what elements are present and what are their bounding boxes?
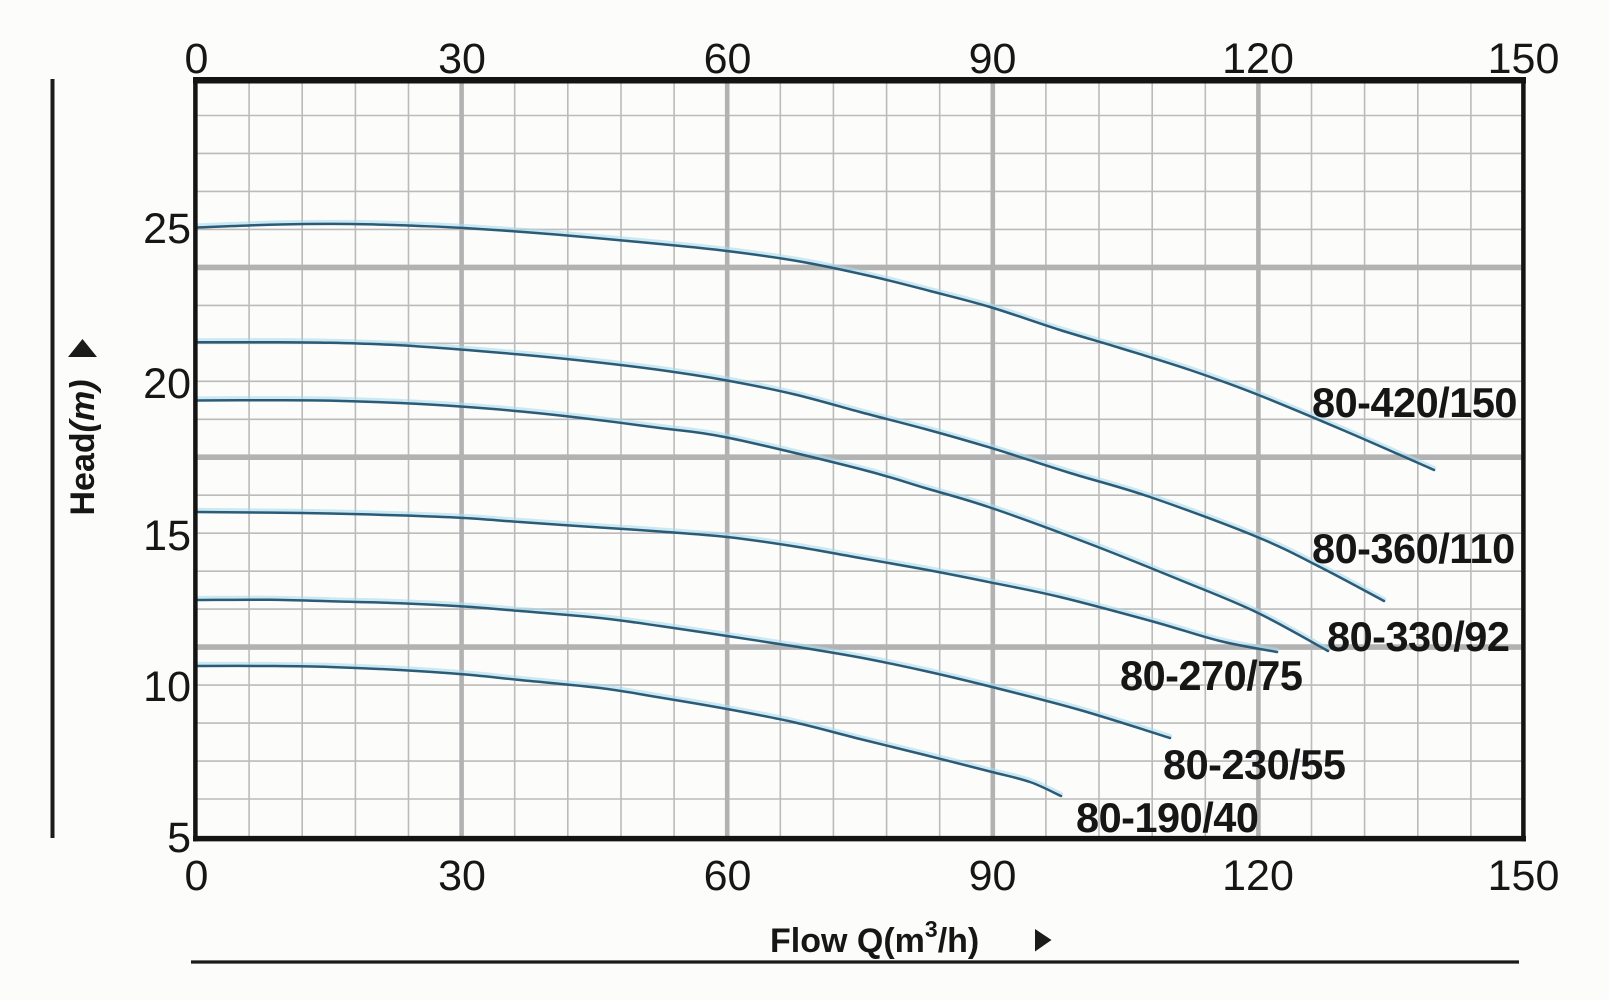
svg-text:90: 90 (969, 852, 1017, 900)
svg-text:80-420/150: 80-420/150 (1312, 379, 1517, 426)
svg-text:5: 5 (167, 814, 191, 862)
svg-text:0: 0 (185, 35, 209, 83)
svg-text:20: 20 (143, 360, 191, 408)
svg-text:0: 0 (185, 852, 209, 900)
svg-text:120: 120 (1222, 35, 1294, 83)
svg-text:80-330/92: 80-330/92 (1327, 613, 1509, 660)
svg-text:Head(m): Head(m) (64, 379, 102, 515)
svg-text:80-230/55: 80-230/55 (1163, 741, 1345, 788)
svg-text:Flow Q(m3/h): Flow Q(m3/h) (770, 916, 979, 960)
svg-text:15: 15 (143, 512, 191, 560)
svg-text:10: 10 (143, 663, 191, 711)
svg-text:30: 30 (438, 35, 486, 83)
svg-text:25: 25 (143, 205, 191, 253)
svg-text:80-360/110: 80-360/110 (1312, 525, 1515, 572)
svg-text:120: 120 (1222, 852, 1294, 900)
svg-text:60: 60 (704, 852, 752, 900)
svg-text:30: 30 (438, 852, 486, 900)
svg-text:90: 90 (969, 35, 1017, 83)
svg-text:150: 150 (1488, 35, 1560, 83)
svg-text:150: 150 (1488, 852, 1560, 900)
svg-text:80-270/75: 80-270/75 (1120, 652, 1302, 699)
svg-text:60: 60 (704, 35, 752, 83)
svg-text:80-190/40: 80-190/40 (1076, 794, 1258, 841)
